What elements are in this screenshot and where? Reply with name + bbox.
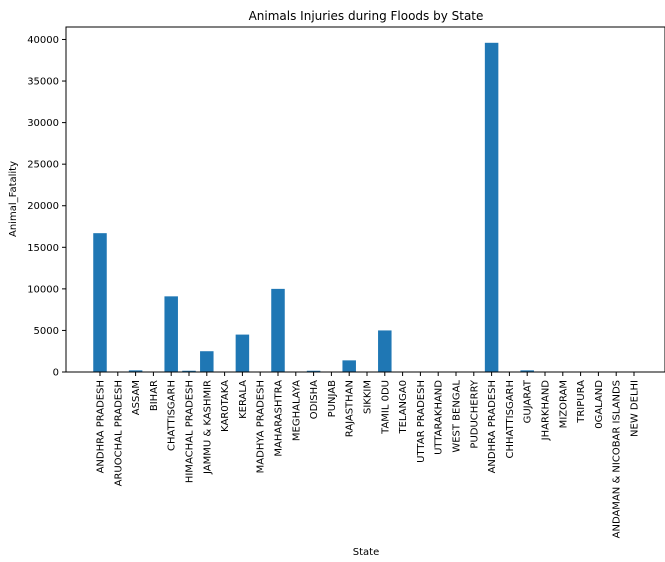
- x-tick-label-15: SIKKIM: [363, 380, 374, 414]
- y-tick-label-5: 25000: [27, 160, 59, 171]
- x-tick-label-17: TELANGA0: [398, 380, 409, 435]
- chart-title: Animals Injuries during Floods by State: [249, 9, 484, 23]
- x-tick-label-20: WEST BENGAL: [452, 380, 463, 453]
- x-tick-label-2: ASSAM: [131, 380, 142, 415]
- x-tick-label-12: ODISHA: [309, 380, 320, 419]
- x-axis: ANDHRA PRADESH ARUOCHAL PRADESH ASSAM BIHAR…: [96, 372, 641, 538]
- x-tick-label-9: MADHYA PRADESH: [256, 380, 267, 473]
- y-tick-label-8: 40000: [27, 35, 59, 46]
- y-tick-label-7: 35000: [27, 77, 59, 88]
- x-tick-label-21: PUDUCHERRY: [469, 379, 480, 448]
- x-axis-title: State: [353, 547, 379, 558]
- x-tick-label-13: PUNJAB: [327, 380, 338, 417]
- bar-10: [271, 289, 285, 372]
- bars-layer: [93, 43, 534, 372]
- y-tick-label-3: 15000: [27, 243, 59, 254]
- bar-8: [236, 335, 250, 372]
- x-tick-label-22: ANDHRA PRADESH: [487, 380, 498, 473]
- x-tick-label-1: ARUOCHAL PRADESH: [113, 380, 124, 486]
- x-tick-label-10: MAHARASHTRA: [274, 380, 285, 457]
- bar-4: [164, 296, 178, 372]
- x-tick-label-16: TAMIL 0DU: [380, 380, 391, 435]
- x-tick-label-26: MIZORAM: [558, 380, 569, 428]
- y-tick-label-6: 30000: [27, 118, 59, 129]
- x-tick-label-5: HIMACHAL PRADESH: [185, 380, 196, 483]
- x-tick-label-4: CHATTISGARH: [167, 380, 178, 451]
- y-tick-label-4: 20000: [27, 201, 59, 212]
- x-tick-label-24: GUJARAT: [523, 379, 534, 423]
- x-tick-label-30: NEW DELHI: [630, 380, 641, 437]
- y-tick-label-0: 0: [53, 368, 59, 379]
- x-tick-label-18: UTTAR PRADESH: [416, 380, 427, 463]
- plot-frame: [66, 27, 665, 372]
- x-tick-label-19: UTTARAKHAND: [434, 380, 445, 455]
- x-tick-label-8: KERALA: [238, 380, 249, 419]
- x-tick-label-14: RAJASTHAN: [345, 380, 356, 437]
- y-axis-title: Animal_Fatality: [8, 161, 19, 237]
- bar-16: [378, 330, 392, 372]
- bar-22: [485, 43, 499, 372]
- bar-6: [200, 351, 214, 372]
- x-tick-label-11: MEGHALAYA: [291, 380, 302, 441]
- y-tick-label-1: 5000: [34, 326, 59, 337]
- x-tick-label-3: BIHAR: [149, 380, 160, 411]
- y-axis: 0 5000 10000 15000 20000 25000 30000 35000 40000: [27, 35, 66, 379]
- x-tick-label-23: CHHATTISGARH: [505, 380, 516, 458]
- bar-14: [342, 360, 356, 372]
- y-tick-label-2: 10000: [27, 284, 59, 295]
- x-tick-label-29: ANDAMAN & NICOBAR ISLANDS: [612, 380, 623, 538]
- bar-0: [93, 233, 107, 372]
- x-tick-label-7: KAR0TAKA: [220, 380, 231, 432]
- x-tick-label-28: 0GALAND: [594, 380, 605, 429]
- x-tick-label-27: TRIPURA: [576, 380, 587, 424]
- x-tick-label-0: ANDHRA PRADESH: [96, 380, 107, 473]
- x-tick-label-6: JAMMU & KASHMIR: [202, 380, 213, 475]
- x-tick-label-25: JHARKHAND: [541, 380, 552, 442]
